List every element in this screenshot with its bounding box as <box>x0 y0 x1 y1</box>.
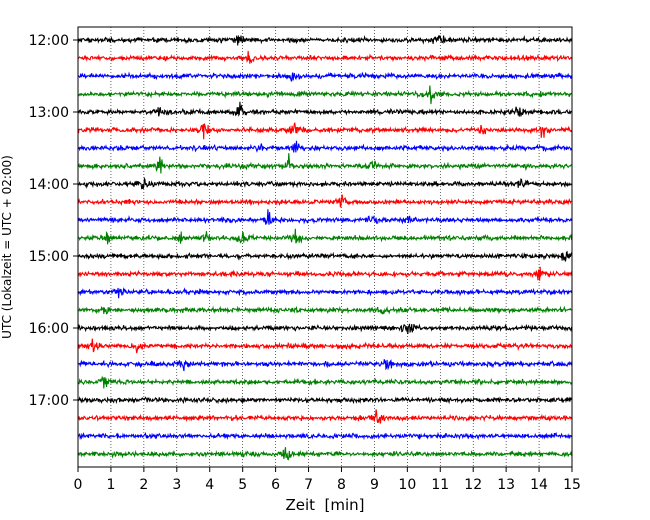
trace-line <box>77 250 573 262</box>
trace-line <box>77 338 573 354</box>
x-tick-label: 7 <box>304 477 313 493</box>
trace-line <box>77 71 573 82</box>
x-tick-label: 3 <box>172 477 181 493</box>
trace-line <box>77 395 573 405</box>
trace-line <box>77 140 573 153</box>
x-tick-label: 15 <box>563 477 581 493</box>
x-tick-label: 4 <box>205 477 214 493</box>
trace-line <box>77 287 573 299</box>
trace-line <box>77 431 573 441</box>
trace-line <box>77 194 573 208</box>
y-tick-label: 14:00 <box>29 177 69 193</box>
trace-line <box>77 305 573 315</box>
trace-line <box>77 323 573 335</box>
x-axis-label: Zeit [min] <box>285 496 364 514</box>
x-tick-label: 0 <box>74 477 83 493</box>
y-tick-label: 16:00 <box>29 321 69 337</box>
x-tick-label: 11 <box>431 477 449 493</box>
y-axis: 12:00 13:00 14:00 15:00 16:00 17:00 <box>29 33 78 409</box>
trace-layer <box>77 34 573 461</box>
x-tick-label: 9 <box>370 477 379 493</box>
trace-line <box>77 153 573 174</box>
trace-line <box>77 359 573 372</box>
x-tick-label: 2 <box>139 477 148 493</box>
x-tick-label: 14 <box>530 477 548 493</box>
y-tick-label: 13:00 <box>29 105 69 121</box>
trace-line <box>77 176 573 190</box>
x-tick-label: 10 <box>398 477 416 493</box>
trace-line <box>77 34 573 46</box>
x-tick-label: 12 <box>464 477 482 493</box>
trace-line <box>77 266 573 281</box>
plot-frame <box>77 26 573 468</box>
trace-line <box>77 228 573 245</box>
trace-line <box>77 447 573 461</box>
y-tick-label: 17:00 <box>29 393 69 409</box>
x-tick-label: 13 <box>497 477 515 493</box>
x-tick-label: 1 <box>106 477 115 493</box>
y-axis-label: UTC (Lokalzeit = UTC + 02:00) <box>0 155 14 339</box>
trace-line <box>77 209 573 225</box>
x-tick-label: 8 <box>337 477 346 493</box>
trace-line <box>77 409 573 424</box>
y-tick-label: 15:00 <box>29 249 69 265</box>
y-tick-label: 12:00 <box>29 33 69 49</box>
x-tick-label: 5 <box>238 477 247 493</box>
trace-line <box>77 122 573 140</box>
x-tick-label: 6 <box>271 477 280 493</box>
x-axis: 0 1 2 3 4 5 6 7 8 9 10 11 12 13 14 15 <box>74 467 581 493</box>
trace-line <box>77 375 573 389</box>
trace-line <box>77 50 573 64</box>
trace-line <box>77 85 573 105</box>
trace-line <box>77 101 573 117</box>
